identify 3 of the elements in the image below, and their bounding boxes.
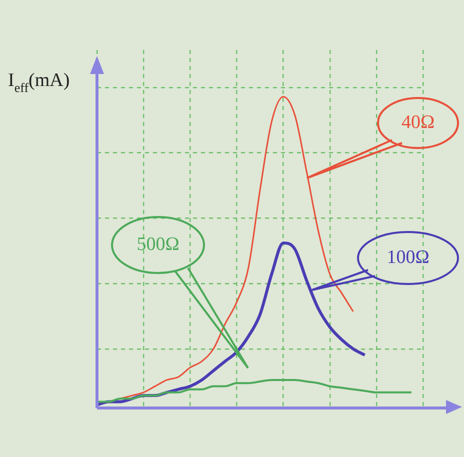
text: 500Ω	[136, 234, 180, 255]
text: 100Ω	[386, 246, 430, 268]
text: 40Ω	[401, 112, 435, 133]
